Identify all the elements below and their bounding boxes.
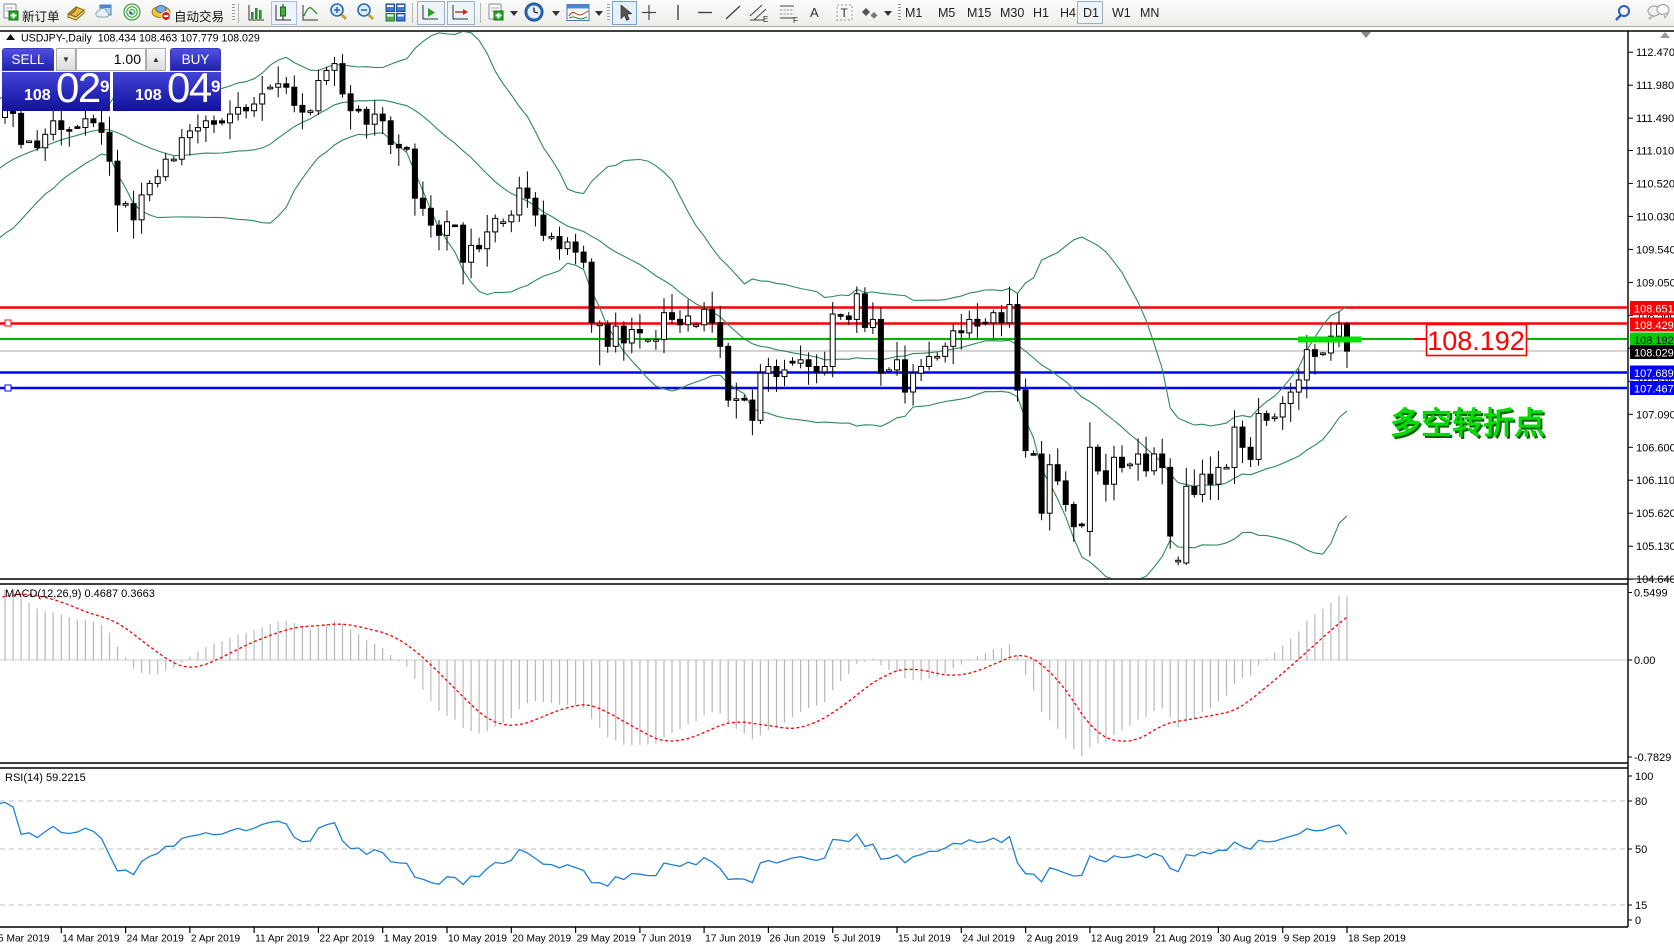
svg-text:24 Jul 2019: 24 Jul 2019 bbox=[962, 934, 1015, 945]
svg-text:111.980: 111.980 bbox=[1636, 80, 1674, 92]
svg-text:5 Mar 2019: 5 Mar 2019 bbox=[0, 934, 50, 945]
svg-text:多空转折点: 多空转折点 bbox=[1392, 408, 1547, 443]
svg-text:14 Mar 2019: 14 Mar 2019 bbox=[62, 934, 120, 945]
svg-text:107.090: 107.090 bbox=[1636, 409, 1674, 421]
svg-text:11 Apr 2019: 11 Apr 2019 bbox=[255, 934, 310, 945]
svg-text:80: 80 bbox=[1635, 796, 1647, 808]
svg-text:111.010: 111.010 bbox=[1636, 146, 1674, 158]
svg-text:9 Sep 2019: 9 Sep 2019 bbox=[1284, 934, 1336, 945]
svg-text:12 Aug 2019: 12 Aug 2019 bbox=[1091, 934, 1149, 945]
svg-text:15: 15 bbox=[1635, 900, 1647, 912]
svg-text:100: 100 bbox=[1635, 771, 1653, 783]
svg-text:18 Sep 2019: 18 Sep 2019 bbox=[1348, 934, 1406, 945]
svg-text:F: F bbox=[793, 16, 798, 25]
svg-text:2 Aug 2019: 2 Aug 2019 bbox=[1027, 934, 1079, 945]
svg-text:111.490: 111.490 bbox=[1636, 113, 1674, 125]
svg-text:15 Jul 2019: 15 Jul 2019 bbox=[898, 934, 951, 945]
svg-text:2 Apr 2019: 2 Apr 2019 bbox=[191, 934, 241, 945]
svg-text:USDJPY-,Daily 108.434 108.463: USDJPY-,Daily 108.434 108.463 107.779 10… bbox=[21, 33, 260, 45]
svg-text:MACD(12,26,9) 0.4687 0.3663: MACD(12,26,9) 0.4687 0.3663 bbox=[5, 588, 155, 600]
svg-text:0: 0 bbox=[1635, 915, 1641, 927]
svg-text:110.030: 110.030 bbox=[1636, 211, 1674, 223]
svg-text:107.467: 107.467 bbox=[1634, 384, 1674, 396]
svg-text:105.130: 105.130 bbox=[1636, 541, 1674, 553]
svg-text:10 May 2019: 10 May 2019 bbox=[448, 934, 507, 945]
svg-text:-0.7829: -0.7829 bbox=[1634, 752, 1671, 764]
svg-text:30 Aug 2019: 30 Aug 2019 bbox=[1219, 934, 1277, 945]
svg-text:多空转折点: 多空转折点 bbox=[1390, 406, 1545, 441]
svg-text:104.640: 104.640 bbox=[1636, 574, 1674, 586]
svg-text:110.520: 110.520 bbox=[1636, 178, 1674, 190]
svg-text:20 May 2019: 20 May 2019 bbox=[512, 934, 571, 945]
svg-text:0.5499: 0.5499 bbox=[1634, 588, 1668, 600]
svg-text:108.029: 108.029 bbox=[1634, 348, 1674, 360]
svg-text:22 Apr 2019: 22 Apr 2019 bbox=[319, 934, 374, 945]
svg-text:E: E bbox=[763, 15, 768, 24]
svg-text:109.540: 109.540 bbox=[1636, 244, 1674, 256]
svg-text:RSI(14) 59.2215: RSI(14) 59.2215 bbox=[5, 772, 86, 784]
svg-text:T: T bbox=[841, 6, 849, 20]
svg-text:29 May 2019: 29 May 2019 bbox=[577, 934, 636, 945]
svg-text:7 Jun 2019: 7 Jun 2019 bbox=[641, 934, 692, 945]
svg-text:105.620: 105.620 bbox=[1636, 508, 1674, 520]
svg-text:106.110: 106.110 bbox=[1636, 475, 1674, 487]
svg-text:108.429: 108.429 bbox=[1634, 320, 1674, 332]
svg-text:109.050: 109.050 bbox=[1636, 277, 1674, 289]
svg-text:108.192: 108.192 bbox=[1427, 326, 1525, 356]
svg-text:107.689: 107.689 bbox=[1634, 368, 1674, 380]
svg-text:108.192: 108.192 bbox=[1634, 335, 1674, 347]
svg-text:A: A bbox=[810, 5, 819, 20]
svg-text:0.00: 0.00 bbox=[1634, 655, 1655, 667]
svg-text:112.470: 112.470 bbox=[1636, 47, 1674, 59]
svg-text:21 Aug 2019: 21 Aug 2019 bbox=[1155, 934, 1213, 945]
svg-text:1 May 2019: 1 May 2019 bbox=[384, 934, 438, 945]
svg-text:5 Jul 2019: 5 Jul 2019 bbox=[834, 934, 881, 945]
svg-text:26 Jun 2019: 26 Jun 2019 bbox=[769, 934, 825, 945]
svg-text:17 Jun 2019: 17 Jun 2019 bbox=[705, 934, 761, 945]
svg-text:106.600: 106.600 bbox=[1636, 442, 1674, 454]
svg-text:24 Mar 2019: 24 Mar 2019 bbox=[127, 934, 185, 945]
svg-text:108.651: 108.651 bbox=[1634, 304, 1674, 316]
svg-text:50: 50 bbox=[1635, 844, 1647, 856]
